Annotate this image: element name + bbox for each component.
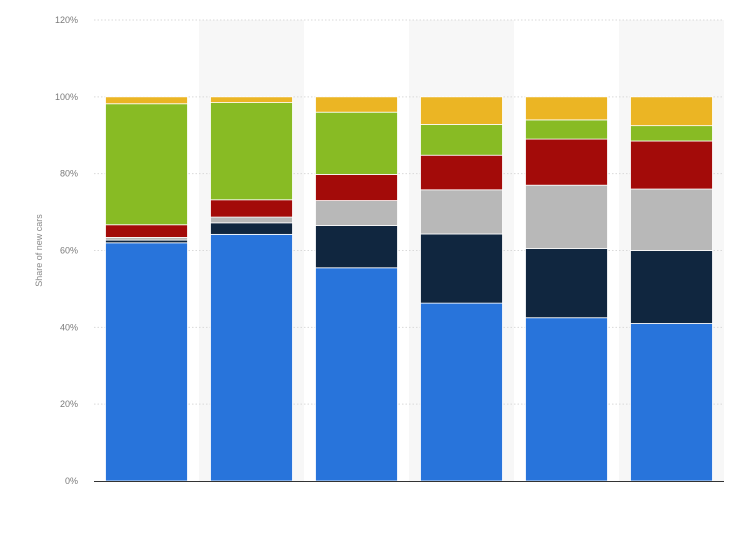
bar-segment[interactable]: [525, 248, 608, 319]
y-tick-label: 100%: [55, 92, 78, 102]
bar-segment[interactable]: [315, 225, 398, 269]
bar-segment[interactable]: [315, 111, 398, 175]
bar-segment[interactable]: [210, 96, 293, 103]
bar-segment[interactable]: [210, 233, 293, 482]
bar-segment[interactable]: [315, 267, 398, 482]
bar-segment[interactable]: [105, 103, 188, 226]
bar-segment[interactable]: [315, 174, 398, 201]
y-tick-labels: 0% 20% 40% 60% 80% 100% 120%: [55, 15, 78, 486]
y-axis-title: Share of new cars: [34, 214, 44, 287]
y-tick-label: 20%: [60, 399, 78, 409]
bar-stack: [420, 96, 503, 482]
y-gridlines: [94, 19, 724, 405]
bar-segment[interactable]: [420, 233, 503, 304]
bar-segment[interactable]: [105, 239, 188, 244]
bar-segment[interactable]: [105, 224, 188, 238]
bar-segment[interactable]: [630, 323, 713, 482]
bar-segment[interactable]: [525, 119, 608, 140]
bar-stack: [105, 96, 188, 482]
y-tick-label: 0%: [65, 476, 78, 486]
bar-stack: [210, 96, 293, 482]
bar-segment[interactable]: [105, 242, 188, 482]
bar-segment[interactable]: [210, 222, 293, 235]
bar-segment[interactable]: [630, 125, 713, 142]
bar-stack: [315, 96, 398, 482]
bar-segment[interactable]: [210, 199, 293, 218]
bar-segment[interactable]: [420, 124, 503, 156]
y-tick-label: 60%: [60, 246, 78, 256]
bar-stack: [630, 96, 713, 482]
y-tick-label: 120%: [55, 15, 78, 25]
bar-segment[interactable]: [630, 140, 713, 190]
bar-segment[interactable]: [525, 317, 608, 482]
bar-segment[interactable]: [420, 154, 503, 191]
y-tick-label: 40%: [60, 322, 78, 332]
bar-segment[interactable]: [630, 250, 713, 324]
bar-stack: [525, 96, 608, 482]
bar-segment[interactable]: [525, 138, 608, 186]
bar-segment[interactable]: [315, 96, 398, 113]
bar-segment[interactable]: [525, 184, 608, 249]
y-tick-label: 80%: [60, 169, 78, 179]
bar-segment[interactable]: [210, 102, 293, 201]
bar-segment[interactable]: [105, 237, 188, 241]
bar-segments: [105, 96, 713, 482]
bar-segment[interactable]: [210, 216, 293, 224]
bar-segment[interactable]: [630, 188, 713, 251]
bar-segment[interactable]: [315, 200, 398, 226]
bar-segment[interactable]: [630, 96, 713, 127]
bar-segment[interactable]: [420, 96, 503, 125]
bar-segment[interactable]: [525, 96, 608, 121]
bar-segment[interactable]: [105, 96, 188, 105]
bar-segment[interactable]: [420, 302, 503, 482]
bar-segment[interactable]: [420, 189, 503, 235]
